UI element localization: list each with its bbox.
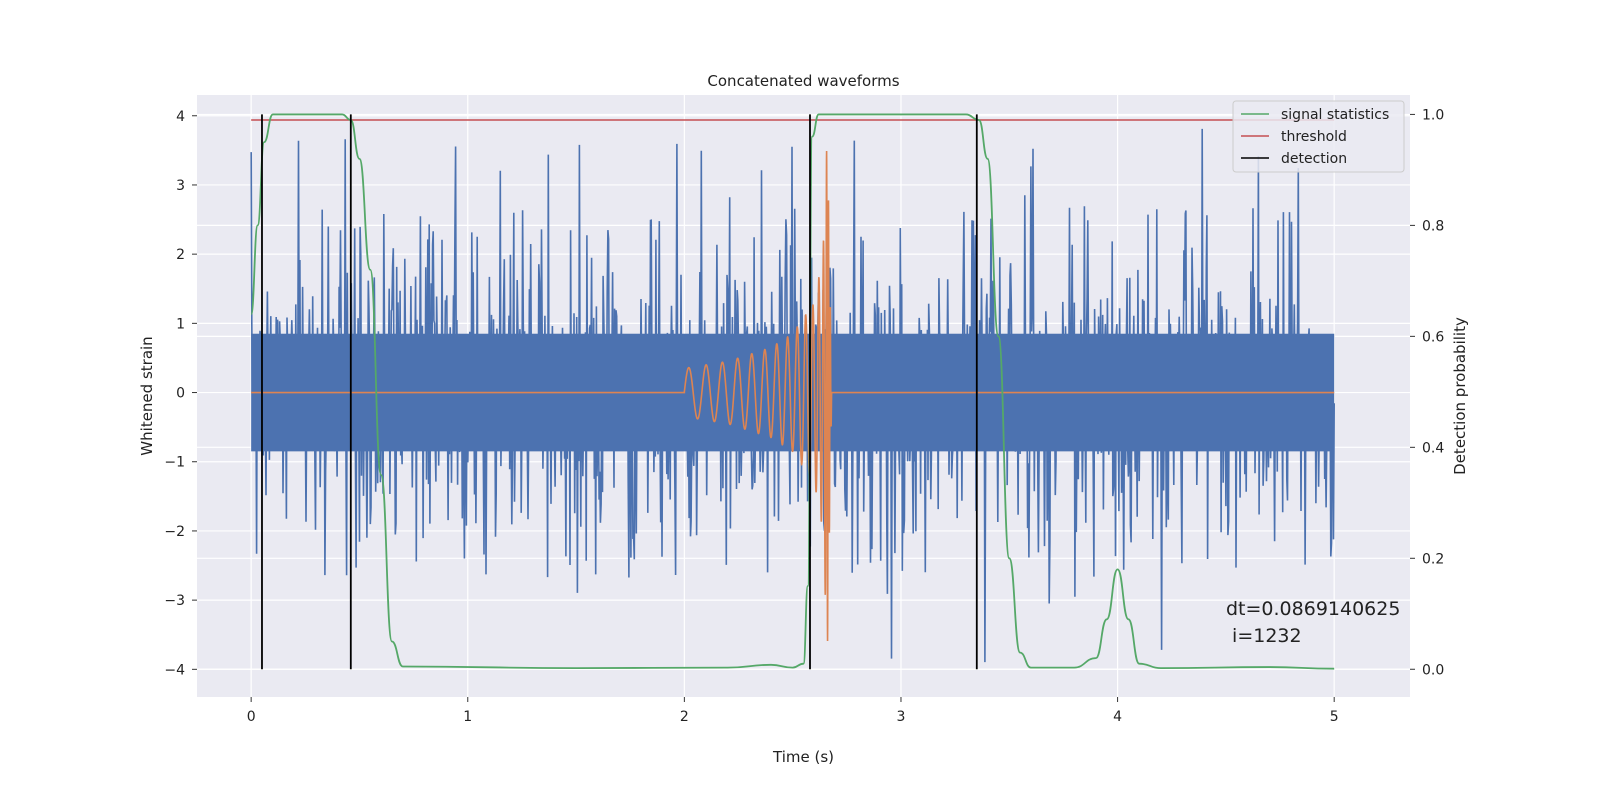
chirp-series-line <box>251 150 1335 642</box>
y-tick-label: −2 <box>164 524 185 540</box>
x-tick-label: 3 <box>897 709 906 725</box>
y-tick-label: −4 <box>164 662 185 678</box>
y-tick-label: −3 <box>164 593 185 609</box>
y-tick-label: 1 <box>176 316 185 332</box>
legend: signal statistics threshold detection <box>1232 100 1405 173</box>
series-clip-group <box>250 113 1335 670</box>
x-tick-label: 0 <box>247 709 256 725</box>
series-layer <box>250 113 1335 670</box>
x-tick-label: 4 <box>1113 709 1122 725</box>
chart-title: Concatenated waveforms <box>707 72 899 90</box>
y2-tick-label: 0.4 <box>1422 440 1444 456</box>
y-tick-label: 2 <box>176 247 185 263</box>
y2-tick-label: 1.0 <box>1422 107 1444 123</box>
y2-axis-label: Detection probability <box>1451 317 1469 475</box>
y-tick-label: 4 <box>176 109 185 125</box>
y-tick-label: −1 <box>164 455 185 471</box>
legend-box <box>1232 100 1405 173</box>
y-tick-label: 3 <box>176 178 185 194</box>
legend-label-detection: detection <box>1281 151 1347 167</box>
x-tick-label: 1 <box>463 709 472 725</box>
annotation-dt: dt=0.0869140625 <box>1226 598 1400 620</box>
y2-tick-label: 0.2 <box>1422 551 1444 567</box>
y2-tick-label: 0.0 <box>1422 662 1444 678</box>
x-tick-label: 2 <box>680 709 689 725</box>
axes-layer: 0 1 2 3 4 5 −4 −3 −2 −1 0 1 2 3 4 0.0 0.2 0.4 0.6 0.8 1.0 <box>164 107 1444 725</box>
x-axis-label: Time (s) <box>772 748 834 766</box>
y-axis-label: Whitened strain <box>138 336 156 455</box>
legend-label-signal-statistics: signal statistics <box>1281 107 1389 123</box>
y2-tick-label: 0.8 <box>1422 218 1444 234</box>
x-tick-label: 5 <box>1330 709 1339 725</box>
y2-tick-label: 0.6 <box>1422 329 1444 345</box>
legend-label-threshold: threshold <box>1281 129 1347 145</box>
y-tick-label: 0 <box>176 386 185 402</box>
annotation-index: i=1232 <box>1226 625 1302 647</box>
